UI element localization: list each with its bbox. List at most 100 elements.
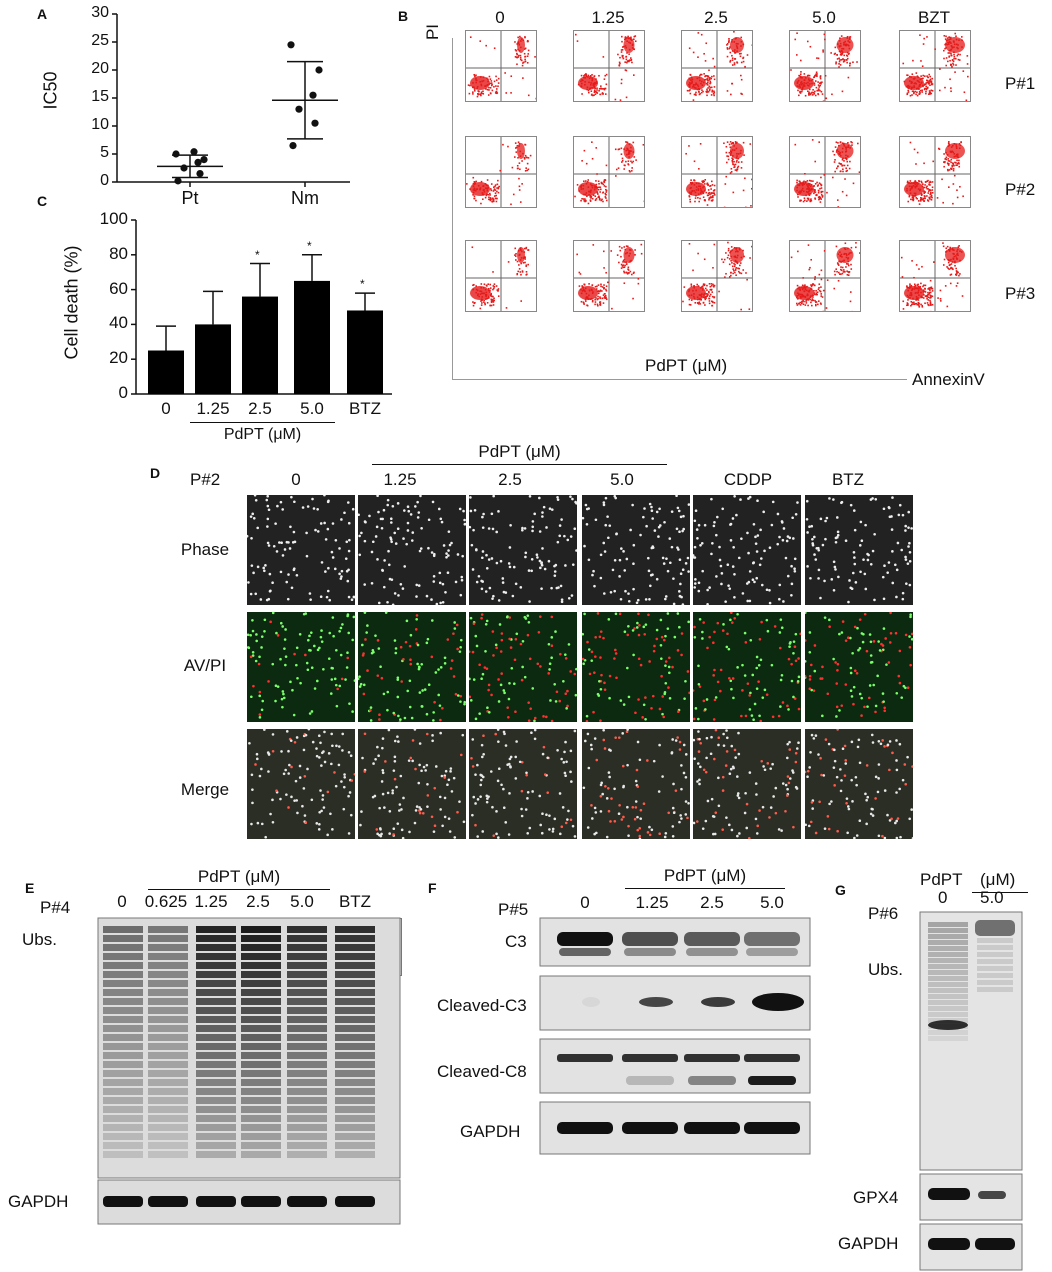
flow-dot-plot (789, 136, 861, 208)
cell-death-bar (148, 351, 184, 395)
panel-f-c3-label: C3 (505, 932, 527, 952)
flow-dot-plot (789, 30, 861, 102)
panel-label-b: B (398, 8, 408, 24)
flow-dot-plot (465, 240, 537, 312)
panel-c-x-tick: 0 (141, 399, 191, 419)
panel-d-column-header: BTZ (808, 470, 888, 490)
panel-f-cleaved-c8-label: Cleaved-C8 (437, 1062, 527, 1082)
microscopy-image (693, 612, 801, 722)
flow-dot-plot (899, 30, 971, 102)
panel-b-column-header: BZT (889, 8, 979, 28)
microscopy-image (358, 729, 466, 839)
panel-e-lane-label: BTZ (327, 892, 383, 912)
cell-death-bar (195, 324, 231, 394)
panel-b-row-label: P#1 (1005, 74, 1035, 94)
panel-b-column-header: 2.5 (671, 8, 761, 28)
panel-f-lane-label: 1.25 (624, 893, 680, 913)
microscopy-image (358, 495, 466, 605)
panel-e-ubs-label: Ubs. (22, 930, 57, 950)
panel-label-f: F (428, 880, 437, 896)
cell-death-bar (294, 281, 330, 394)
flow-dot-plot (681, 240, 753, 312)
flow-dot-plot (681, 30, 753, 102)
panel-d-column-header: 0 (256, 470, 336, 490)
panel-b-y-axis-label: PI (423, 24, 443, 40)
panel-c-y-tick: 60 (94, 279, 128, 299)
panel-b-y-axis (452, 38, 453, 380)
panel-b-row-label: P#2 (1005, 180, 1035, 200)
flow-dot-plot (573, 136, 645, 208)
microscopy-image (247, 495, 355, 605)
microscopy-image (469, 495, 577, 605)
significance-mark: * (307, 239, 312, 253)
cell-death-bar (242, 297, 278, 394)
microscopy-image (247, 612, 355, 722)
ubiquitin-blot (98, 918, 400, 1178)
flow-dot-plot (465, 136, 537, 208)
panel-c-x-tick: 1.25 (188, 399, 238, 419)
panel-c-y-tick: 0 (94, 383, 128, 403)
panel-c-x-tick: 5.0 (287, 399, 337, 419)
microscopy-image (582, 495, 690, 605)
panel-e-patient-label: P#4 (40, 898, 70, 918)
panel-e-group-line (148, 889, 330, 890)
panel-c-group-label: PdPT (μM) (190, 426, 335, 444)
panel-f-gapdh-label: GAPDH (460, 1122, 520, 1142)
microscopy-image (582, 729, 690, 839)
panel-c-x-tick: 2.5 (235, 399, 285, 419)
panel-label-e: E (25, 880, 34, 896)
caspase-blots (540, 918, 810, 1158)
panel-b-x-axis (452, 379, 907, 380)
flow-dot-plot (681, 136, 753, 208)
flow-dot-plot (899, 240, 971, 312)
microscopy-image (582, 612, 690, 722)
panel-c-y-tick: 100 (94, 209, 128, 229)
panel-b-row-label: P#3 (1005, 284, 1035, 304)
panel-f-group-line (625, 888, 785, 889)
microscopy-image (247, 729, 355, 839)
microscopy-image (358, 612, 466, 722)
panel-d-column-header: 2.5 (470, 470, 550, 490)
panel-label-d: D (150, 465, 160, 481)
gpx4-blots (920, 912, 1022, 1272)
panel-f-lane-label: 5.0 (744, 893, 800, 913)
panel-d-column-header: 1.25 (360, 470, 440, 490)
panel-g-lane-0: 0 (938, 888, 947, 908)
panel-d-row-label: Phase (165, 540, 245, 560)
panel-b-x-axis-label: AnnexinV (912, 370, 985, 390)
flow-dot-plot (573, 240, 645, 312)
panel-g-patient-label: P#6 (868, 904, 898, 924)
panel-b-column-header: 0 (455, 8, 545, 28)
microscopy-image (805, 612, 913, 722)
microscopy-image (693, 495, 801, 605)
panel-g-lane-1: 5.0 (980, 888, 1004, 908)
panel-e-gapdh-label: GAPDH (8, 1192, 68, 1212)
panel-c-y-tick: 40 (94, 313, 128, 333)
panel-f-lane-label: 0 (557, 893, 613, 913)
significance-mark: * (360, 277, 365, 291)
panel-d-group-label: PdPT (μM) (372, 442, 667, 462)
panel-b-column-header: 1.25 (563, 8, 653, 28)
flow-dot-plot (899, 136, 971, 208)
microscopy-image (805, 495, 913, 605)
flow-dot-plot (573, 30, 645, 102)
microscopy-image (469, 729, 577, 839)
panel-g-group-label-a: PdPT (920, 870, 963, 890)
cell-death-bar (347, 310, 383, 394)
microscopy-image (469, 612, 577, 722)
panel-d-column-header: 5.0 (582, 470, 662, 490)
significance-mark: * (255, 248, 260, 262)
panel-d-group-line (372, 464, 667, 465)
panel-label-g: G (835, 882, 846, 898)
cell-death-bar-chart (0, 0, 400, 460)
microscopy-image (805, 729, 913, 839)
panel-g-group-label-b: (μM) (980, 870, 1015, 890)
panel-e-group-label: PdPT (μM) (148, 867, 330, 887)
panel-f-group-label: PdPT (μM) (625, 866, 785, 886)
panel-f-lane-label: 2.5 (684, 893, 740, 913)
panel-d-row-label: Merge (165, 780, 245, 800)
panel-d-patient-label: P#2 (190, 470, 220, 490)
panel-d-row-label: AV/PI (165, 656, 245, 676)
panel-b-bottom-label: PdPT (μM) (645, 356, 727, 376)
panel-c-y-tick: 80 (94, 244, 128, 264)
